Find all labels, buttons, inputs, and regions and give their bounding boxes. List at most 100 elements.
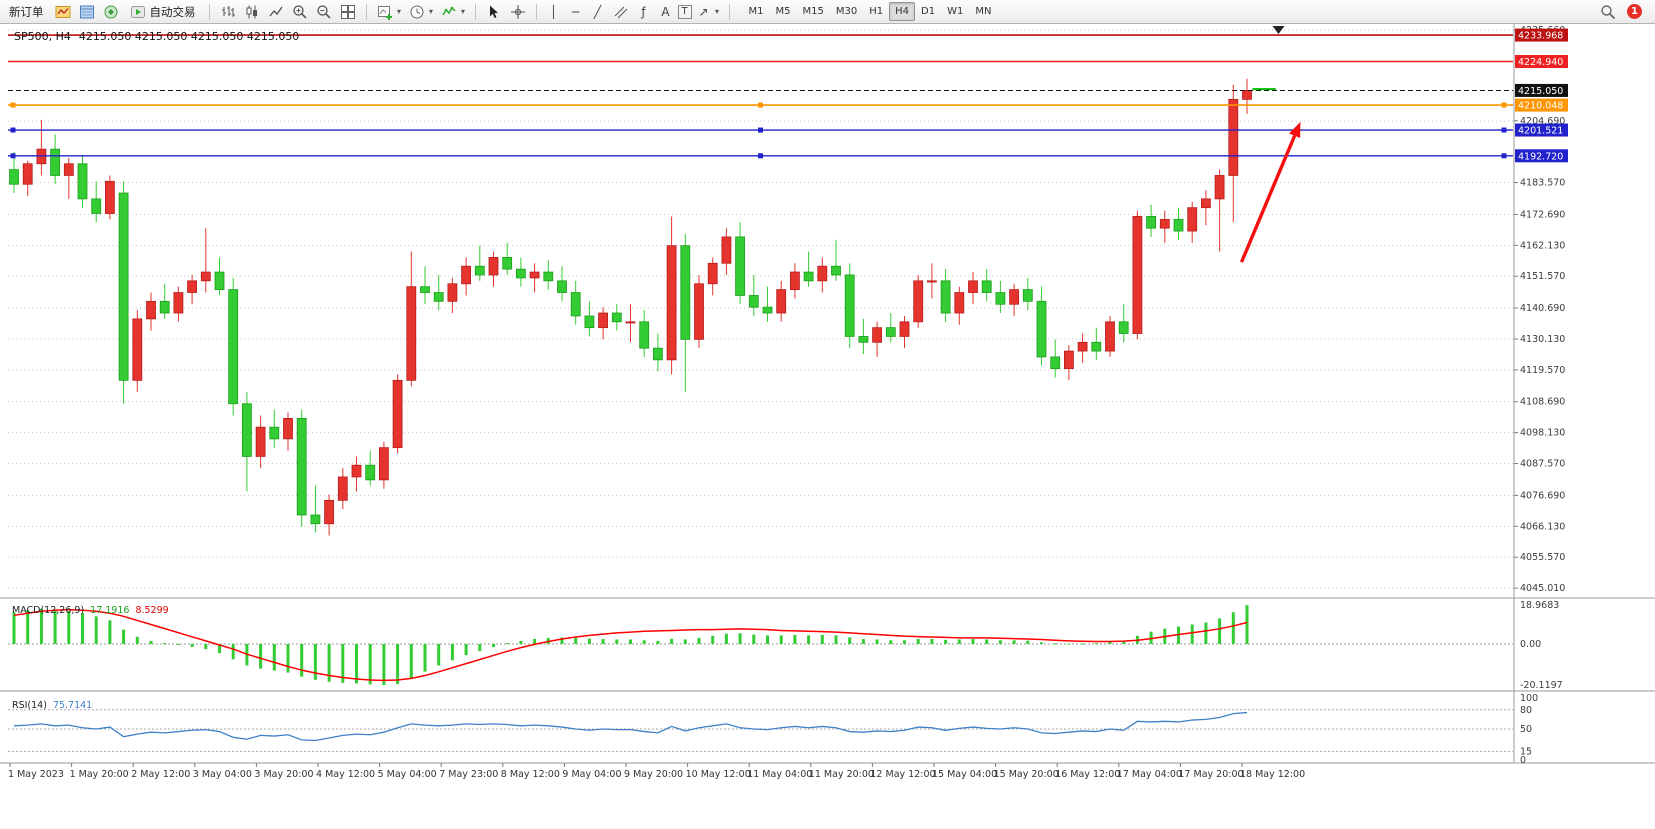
macd-bar — [1231, 612, 1235, 644]
candle-body — [187, 280, 198, 293]
macd-bar — [683, 639, 687, 644]
bar-chart-mode-icon[interactable] — [217, 2, 239, 22]
macd-bar — [190, 643, 194, 648]
autotrade-button[interactable]: 自动交易 — [124, 2, 202, 22]
trend-arrow-head[interactable] — [1289, 121, 1301, 139]
tile-windows-icon[interactable] — [337, 2, 359, 22]
candle-body — [406, 286, 417, 381]
vertical-line-tool-icon[interactable]: │ — [549, 4, 558, 19]
channel-tool-icon[interactable] — [610, 2, 632, 22]
hline-handle[interactable] — [10, 127, 16, 133]
time-label: 11 May 20:00 — [809, 769, 874, 780]
horizontal-line-tool-icon[interactable]: ─ — [571, 4, 580, 19]
macd-bar — [670, 638, 674, 644]
trend-arrow[interactable] — [1239, 135, 1297, 263]
candle-body — [214, 271, 225, 291]
crosshair-icon[interactable] — [507, 2, 529, 22]
arrows-tool-dropdown[interactable]: ▾ — [714, 7, 719, 16]
line-chart-mode-icon[interactable] — [265, 2, 287, 22]
hline-handle[interactable] — [1501, 153, 1507, 159]
timeframe-button-mn[interactable]: MN — [975, 6, 992, 17]
candle-body — [721, 236, 732, 264]
trendline-tool-icon[interactable]: ╱ — [593, 4, 602, 19]
macd-bar — [492, 643, 495, 648]
macd-bar — [1218, 618, 1222, 644]
hline-handle[interactable] — [758, 153, 763, 159]
candle-body — [598, 312, 608, 329]
candle-body — [1064, 350, 1074, 370]
candle-body — [283, 417, 293, 440]
macd-bar — [81, 613, 84, 644]
hline-handle[interactable] — [10, 153, 16, 159]
candle-body — [995, 292, 1006, 305]
zoom-out-icon[interactable] — [313, 2, 335, 22]
macd-bar — [587, 638, 591, 644]
indicators-icon[interactable] — [438, 2, 460, 22]
hline-handle[interactable] — [1501, 127, 1507, 133]
timeframe-button-m15[interactable]: M15 — [802, 6, 824, 17]
hline-handle[interactable] — [758, 127, 763, 133]
svg-text:4183.570: 4183.570 — [1520, 178, 1565, 189]
rsi-scale-label: 80 — [1520, 705, 1532, 716]
timeframe-button-h1[interactable]: H1 — [869, 6, 884, 17]
macd-bar — [1026, 640, 1030, 644]
indicators-dropdown[interactable]: ▾ — [460, 7, 465, 16]
new-order-label: 新订单 — [9, 4, 44, 19]
time-label: 11 May 04:00 — [747, 769, 812, 780]
candle-body — [954, 292, 965, 314]
timeframe-button-m1[interactable]: M1 — [748, 6, 764, 17]
macd-bar — [903, 640, 906, 644]
search-icon[interactable] — [1597, 2, 1619, 22]
candle-body — [1022, 289, 1033, 302]
macd-bar — [533, 638, 537, 644]
candle-body — [516, 268, 526, 279]
macd-bar — [231, 643, 235, 660]
chart-canvas[interactable]: 4235.6604204.6904183.5704172.6904162.130… — [0, 24, 1655, 829]
timeframe-button-w1[interactable]: W1 — [947, 6, 964, 17]
macd-bar — [793, 634, 797, 644]
price-badge — [1515, 123, 1568, 137]
timeframe-button-d1[interactable]: D1 — [921, 6, 936, 17]
svg-text:4066.130: 4066.130 — [1520, 521, 1565, 532]
new-order-button[interactable]: 新订单 — [3, 2, 50, 22]
period-dropdown[interactable]: ▾ — [428, 7, 433, 16]
new-chart-dropdown[interactable]: ▾ — [396, 7, 401, 16]
notification-badge[interactable]: 1 — [1627, 4, 1642, 19]
timeframe-button-m30[interactable]: M30 — [835, 6, 858, 17]
fibonacci-tool-icon[interactable]: ƒ — [641, 4, 646, 19]
candle-body — [625, 321, 636, 324]
chart-shift-marker[interactable] — [1272, 26, 1285, 34]
candle-body — [913, 280, 924, 323]
candle-body — [927, 280, 937, 283]
label-tool-icon[interactable]: T — [677, 4, 692, 19]
candle-body — [324, 499, 335, 525]
macd-bar — [1245, 605, 1249, 644]
arrows-tool-icon[interactable]: ↗ — [698, 4, 709, 19]
hline-handle[interactable] — [1501, 102, 1507, 108]
time-label: 9 May 04:00 — [562, 769, 621, 780]
macd-bar — [642, 640, 646, 644]
text-tool-icon[interactable]: A — [661, 4, 670, 19]
svg-text:4045.010: 4045.010 — [1520, 583, 1565, 594]
price-gridlines — [8, 29, 1513, 589]
timeframe-button-m5[interactable]: M5 — [775, 6, 791, 17]
market-watch-icon[interactable] — [76, 2, 98, 22]
candlestick-mode-icon[interactable] — [241, 2, 263, 22]
period-icon[interactable] — [406, 2, 428, 22]
new-chart-icon[interactable] — [374, 2, 396, 22]
hline-handle[interactable] — [758, 102, 763, 108]
cursor-icon[interactable] — [483, 2, 505, 22]
svg-text:4119.570: 4119.570 — [1520, 365, 1565, 376]
navigator-icon[interactable] — [100, 2, 122, 22]
timeframe-button-h4[interactable]: H4 — [889, 2, 915, 21]
macd-bar — [861, 639, 865, 644]
price-badge — [1515, 98, 1568, 112]
candle-body — [543, 271, 554, 282]
charts-profile-icon[interactable] — [52, 2, 74, 22]
zoom-in-icon[interactable] — [289, 2, 311, 22]
svg-text:4151.570: 4151.570 — [1520, 271, 1565, 282]
macd-bar — [738, 633, 742, 644]
candle-body — [173, 292, 184, 314]
hline-handle[interactable] — [10, 102, 16, 108]
price-badge-label: 4192.720 — [1518, 151, 1563, 162]
